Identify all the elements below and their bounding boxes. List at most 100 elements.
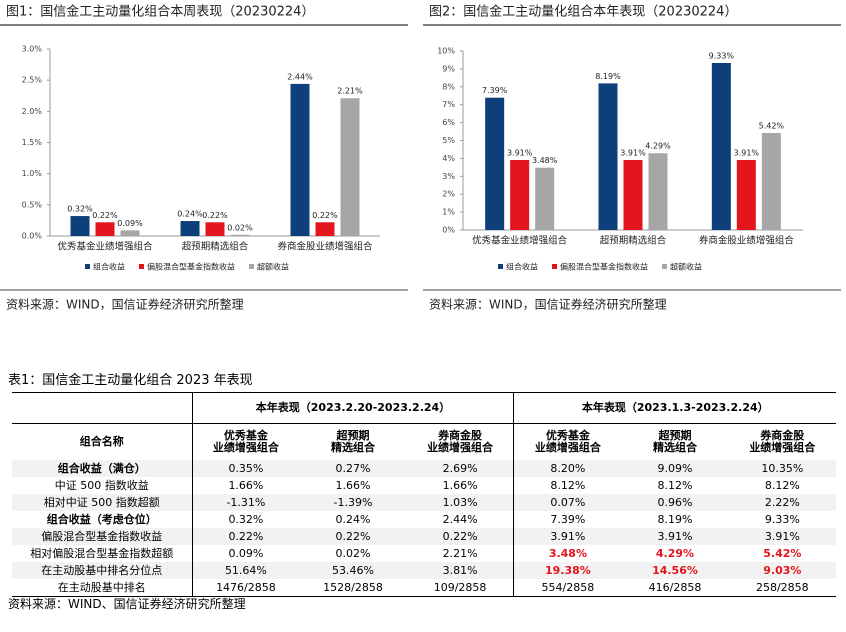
table-row: 组合收益（满仓） 0.35% 0.27% 2.69% 8.20% 9.09% 10.35% (12, 460, 836, 477)
table-cell: 9.09% (621, 460, 729, 477)
table-cell: 0.09% (191, 545, 300, 562)
table-cell: 9.33% (764, 512, 800, 526)
x-tick-label: 优秀基金业绩增强组合 (57, 241, 153, 253)
legend-label: 超额收益 (257, 262, 289, 272)
table-cell: 3.81% (406, 562, 514, 579)
table-cell: 8.19% (657, 512, 693, 526)
bar (205, 222, 225, 236)
table-cell: 中证 500 指数收益 (54, 478, 149, 492)
column-header: 超预期 精选组合 (330, 429, 375, 454)
bar (648, 153, 668, 230)
y-tick-label: 0.5% (22, 200, 43, 209)
y-tick-label: 1.0% (22, 169, 43, 178)
column-header: 券商金股 业绩增强组合 (749, 429, 816, 454)
legend-label: 组合收益 (93, 262, 125, 272)
table-title: 表1：国信金工主动量化组合 2023 年表现 (8, 373, 253, 388)
chart-source: 资料来源：WIND，国信证券经济研究所整理 (429, 297, 667, 312)
table-cell: 相对偏股混合型基金指数超额 (30, 546, 174, 560)
table-cell: 组合收益（考虑仓位） (46, 512, 157, 526)
group-header: 本年表现（2023.2.20-2023.2.24） (191, 392, 514, 424)
chart-title: 图1：国信金工主动量化组合本周表现（20230224） (6, 4, 314, 20)
chart: 图2：国信金工主动量化组合本年表现（20230224） 资料来源：WIND，国信证… (423, 4, 841, 312)
value-label: 3.91% (620, 149, 646, 158)
bar (340, 98, 360, 236)
y-tick-label: 0.0% (22, 232, 43, 241)
table-cell: 2.44% (442, 512, 478, 526)
table-row: 偏股混合型基金指数收益 0.22% 0.22% 0.22% 3.91% 3.91% 3.91… (12, 528, 836, 545)
value-label: 0.22% (312, 211, 338, 220)
y-tick-label: 1% (442, 208, 455, 217)
bar (711, 62, 731, 231)
y-tick-label: 5% (442, 136, 455, 145)
bar (120, 230, 140, 236)
column-header: 组合名称 (79, 435, 124, 448)
value-label: 3.91% (507, 149, 533, 158)
table-cell: 0.24% (335, 512, 371, 526)
charts: 图1：国信金工主动量化组合本周表现（20230224） 资料来源：WIND，国信证… (0, 4, 841, 312)
table-cell: 1.66% (191, 477, 300, 494)
value-label: 4.29% (645, 142, 671, 151)
y-tick-label: 2.0% (22, 107, 43, 116)
column-header: 超预期 精选组合 (652, 429, 697, 454)
bar (736, 160, 756, 230)
table-cell: 4.29% (655, 546, 695, 560)
value-label: 2.21% (337, 87, 363, 96)
bar (535, 167, 555, 230)
table-cell: 0.96% (621, 494, 729, 511)
table-cell: 1.66% (335, 478, 371, 492)
value-label: 3.48% (532, 156, 558, 165)
value-label: 0.24% (177, 210, 203, 219)
bar (598, 83, 618, 230)
table-cell: 在主动股基中排名分位点 (12, 562, 192, 579)
legend-label: 偏股混合型基金指数收益 (147, 262, 235, 272)
table-cell: 1.03% (406, 494, 514, 511)
bar (315, 222, 335, 236)
y-tick-label: 8% (442, 82, 455, 91)
table-cell: 2.21% (442, 546, 478, 560)
legend-swatch (85, 264, 90, 269)
legend-swatch (498, 264, 503, 269)
legend-swatch (662, 264, 667, 269)
bar (230, 234, 250, 236)
x-tick-label: 券商金股业绩增强组合 (277, 241, 373, 253)
bar (70, 216, 90, 236)
table-source: 资料来源：WIND、国信证券经济研究所整理 (8, 597, 246, 611)
value-label: 0.32% (67, 205, 93, 214)
column-header: 优秀基金 业绩增强组合 (191, 423, 300, 460)
table-cell: 19.38% (513, 562, 622, 579)
table-cell: -1.39% (299, 494, 407, 511)
y-tick-label: 6% (442, 118, 455, 127)
table-cell: 0.07% (513, 494, 622, 511)
legend-label: 偏股混合型基金指数收益 (560, 262, 648, 272)
table-cell: 3.91% (513, 528, 622, 545)
value-label: 0.22% (202, 211, 228, 220)
table-cell: 2.69% (406, 460, 514, 477)
value-label: 2.44% (287, 72, 313, 81)
value-label: 9.33% (709, 51, 735, 60)
table-cell: 5.42% (763, 546, 802, 560)
table-cell: 0.32% (191, 511, 300, 528)
table-cell: 组合收益（满仓） (12, 460, 192, 477)
table-cell: 0.35% (191, 460, 300, 477)
bar (761, 132, 781, 230)
y-tick-label: 3% (442, 172, 455, 181)
legend-swatch (139, 264, 144, 269)
x-tick-label: 优秀基金业绩增强组合 (472, 235, 568, 247)
y-tick-label: 2.5% (22, 76, 43, 85)
table-cell: 0.22% (191, 528, 300, 545)
bar (95, 222, 115, 236)
table-cell: 53.46% (299, 562, 407, 579)
y-tick-label: 9% (442, 64, 455, 73)
x-tick-label: 超预期精选组合 (600, 235, 667, 247)
legend-label: 组合收益 (506, 262, 538, 272)
bar (623, 160, 643, 230)
value-label: 5.42% (759, 121, 785, 130)
y-tick-label: 7% (442, 100, 455, 109)
table-cell: 258/2858 (728, 579, 836, 597)
header-row: 组合名称 优秀基金 业绩增强组合 超预期 精选组合 券商金股 业绩增强组合 优秀基金 业… (12, 423, 836, 460)
value-label: 0.02% (227, 223, 253, 232)
table-cell: 相对中证 500 指数超额 (12, 494, 192, 511)
table-cell: 0.22% (299, 528, 407, 545)
chart-title: 图2：国信金工主动量化组合本年表现（20230224） (429, 4, 737, 20)
